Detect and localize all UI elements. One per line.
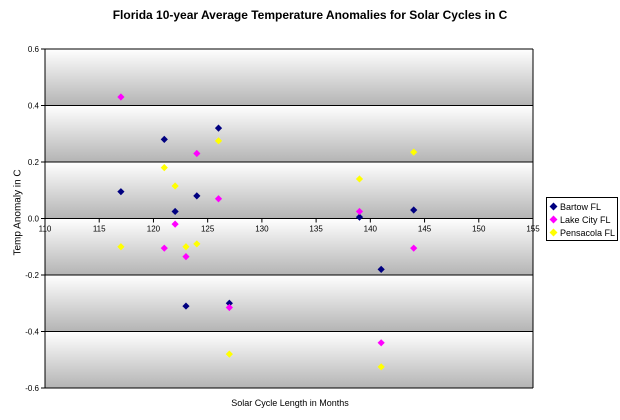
plot-band	[45, 49, 533, 106]
legend-item-bartow: Bartow FL	[549, 200, 614, 213]
x-tick-label: 145	[418, 225, 432, 234]
legend-label-bartow: Bartow FL	[560, 201, 602, 212]
legend-marker-bartow	[549, 202, 558, 211]
x-tick-label: 140	[364, 225, 378, 234]
data-point-bartow	[214, 124, 223, 132]
data-point-pensacola	[160, 164, 168, 172]
data-point-bartow	[410, 206, 418, 214]
data-points	[117, 93, 418, 371]
x-axis-label: Solar Cycle Length in Months	[231, 398, 349, 408]
plot-band	[45, 275, 533, 332]
y-tick-labels: 0.6 0.4 0.2 0.0 -0.2 -0.4 -0.6	[25, 45, 45, 393]
legend-label-lake-city: Lake City FL	[560, 214, 611, 225]
x-tick-label: 150	[472, 225, 486, 234]
x-tick-label: 115	[93, 225, 106, 234]
data-point-lake-city	[160, 244, 168, 252]
data-point-bartow	[171, 207, 179, 216]
plot-band	[45, 162, 533, 219]
legend-marker-pensacola	[549, 228, 558, 237]
data-point-lake-city	[182, 253, 190, 261]
y-tick-label: 0.0	[28, 215, 40, 224]
x-tick-label: 130	[255, 225, 269, 234]
y-tick-label: 0.2	[28, 158, 40, 167]
data-point-bartow	[117, 188, 125, 196]
data-point-lake-city	[214, 195, 223, 203]
data-point-pensacola	[193, 240, 201, 248]
legend-marker-lake-city	[549, 215, 558, 224]
data-point-lake-city	[225, 303, 233, 312]
y-tick-label: 0.4	[28, 102, 40, 111]
legend: Bartow FL Lake City FL Pensacola FL	[546, 197, 618, 241]
data-point-pensacola	[214, 137, 223, 145]
data-point-pensacola	[225, 350, 233, 358]
data-point-pensacola	[377, 363, 385, 371]
plot-background	[45, 49, 533, 388]
x-tick-label: 120	[147, 225, 161, 234]
data-point-lake-city	[410, 244, 418, 252]
data-point-bartow	[377, 265, 385, 273]
chart-title: Florida 10-year Average Temperature Anom…	[112, 8, 508, 22]
data-point-pensacola	[355, 175, 364, 183]
y-tick-label: -0.2	[25, 271, 39, 280]
data-point-lake-city	[355, 207, 364, 216]
x-tick-label: 155	[526, 225, 540, 234]
y-tick-label: -0.6	[25, 384, 39, 393]
data-point-lake-city	[117, 93, 125, 101]
data-point-lake-city	[193, 149, 201, 158]
y-tick-label: -0.4	[25, 328, 39, 337]
x-tick-labels: 110 115 120 125 130 135 140 145 150 155	[39, 218, 540, 234]
data-point-bartow	[182, 302, 190, 310]
plot-band	[45, 331, 533, 388]
data-point-lake-city	[171, 220, 179, 228]
data-point-pensacola	[117, 243, 125, 251]
data-point-bartow	[160, 135, 168, 143]
y-axis-label: Temp Anomaly in C	[12, 169, 24, 256]
y-tick-label: 0.6	[28, 45, 40, 54]
x-tick-label: 110	[39, 225, 52, 234]
x-tick-label: 135	[309, 225, 323, 234]
legend-item-pensacola: Pensacola FL	[549, 226, 616, 239]
plot-band	[45, 218, 533, 275]
legend-item-lake-city: Lake City FL	[549, 213, 614, 226]
data-point-lake-city	[377, 339, 385, 347]
data-point-pensacola	[182, 243, 190, 251]
x-tick-label: 125	[201, 225, 215, 234]
legend-label-pensacola: Pensacola FL	[560, 227, 616, 238]
data-point-bartow	[225, 299, 233, 307]
data-point-bartow	[355, 213, 364, 221]
data-point-bartow	[193, 192, 201, 200]
data-point-pensacola	[410, 148, 418, 156]
plot-band	[45, 105, 533, 162]
data-point-pensacola	[171, 182, 179, 190]
